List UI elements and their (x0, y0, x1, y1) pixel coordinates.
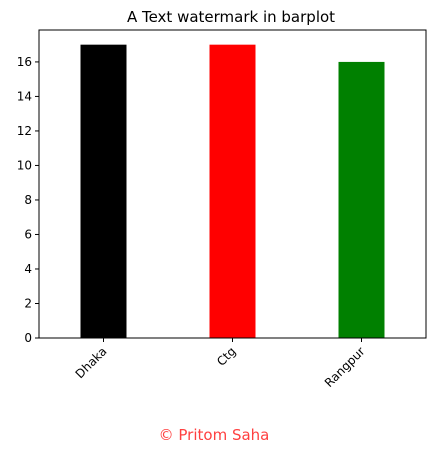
x-tick-label: Ctg (214, 344, 239, 369)
bar-ctg (209, 44, 256, 339)
y-axis: 0 2 4 6 8 10 12 14 16 (17, 55, 39, 345)
x-tick-label: Rangpur (322, 344, 368, 390)
bar-rangpur (338, 61, 385, 339)
y-tick-label: 16 (17, 55, 32, 69)
y-tick-label: 4 (24, 262, 32, 276)
y-tick-label: 12 (17, 124, 32, 138)
plot-frame (38, 29, 427, 339)
y-tick-label: 14 (17, 89, 32, 103)
bar-dhaka (80, 44, 127, 339)
chart-title: A Text watermark in barplot (127, 8, 335, 26)
y-tick-label: 2 (24, 296, 32, 310)
y-tick-label: 10 (17, 158, 32, 172)
plot-area (80, 44, 385, 339)
x-tick-label: Dhaka (73, 344, 110, 381)
x-axis: Dhaka Ctg Rangpur (73, 338, 368, 390)
watermark-text: © Pritom Saha (159, 426, 270, 444)
y-tick-label: 0 (24, 331, 32, 345)
y-tick-label: 8 (24, 193, 32, 207)
y-tick-label: 6 (24, 227, 32, 241)
